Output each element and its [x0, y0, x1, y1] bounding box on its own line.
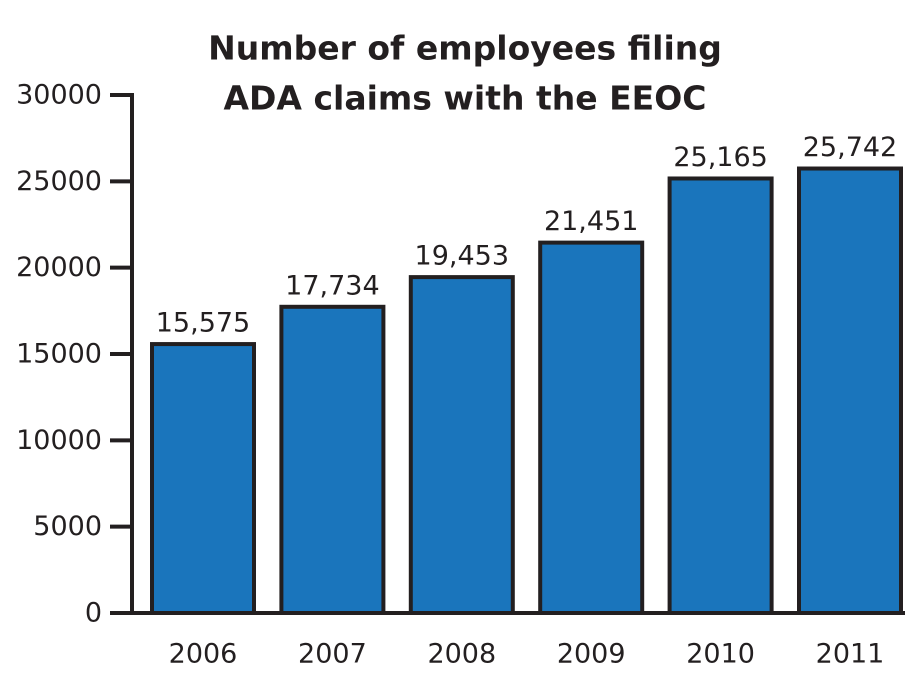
bar	[279, 304, 386, 615]
x-tick-label: 2008	[427, 639, 496, 670]
y-tick-label: 25000	[16, 166, 102, 197]
value-label: 25,742	[803, 132, 897, 163]
value-label: 19,453	[415, 241, 509, 272]
y-tick-label: 15000	[16, 339, 102, 370]
y-tick-label: 30000	[16, 80, 102, 111]
y-tick-label: 5000	[33, 511, 102, 542]
x-tick-label: 2011	[816, 639, 885, 670]
x-tick-label: 2009	[557, 639, 626, 670]
bar	[538, 240, 645, 615]
value-label: 25,165	[673, 142, 767, 173]
bar	[667, 176, 774, 615]
value-label: 21,451	[544, 206, 638, 237]
y-tick-label: 20000	[16, 252, 102, 283]
bar	[150, 342, 256, 615]
x-tick-label: 2010	[686, 639, 755, 670]
x-tick-label: 2007	[298, 639, 367, 670]
bar	[408, 275, 515, 615]
chart-title: ADA claims with the EEOC	[224, 79, 707, 118]
y-tick-label: 10000	[16, 425, 102, 456]
chart-title: Number of employees filing	[208, 29, 722, 68]
value-label: 15,575	[156, 308, 250, 339]
bar	[797, 166, 903, 616]
y-tick-label: 0	[85, 598, 102, 629]
value-label: 17,734	[285, 270, 379, 301]
x-tick-label: 2006	[169, 639, 238, 670]
